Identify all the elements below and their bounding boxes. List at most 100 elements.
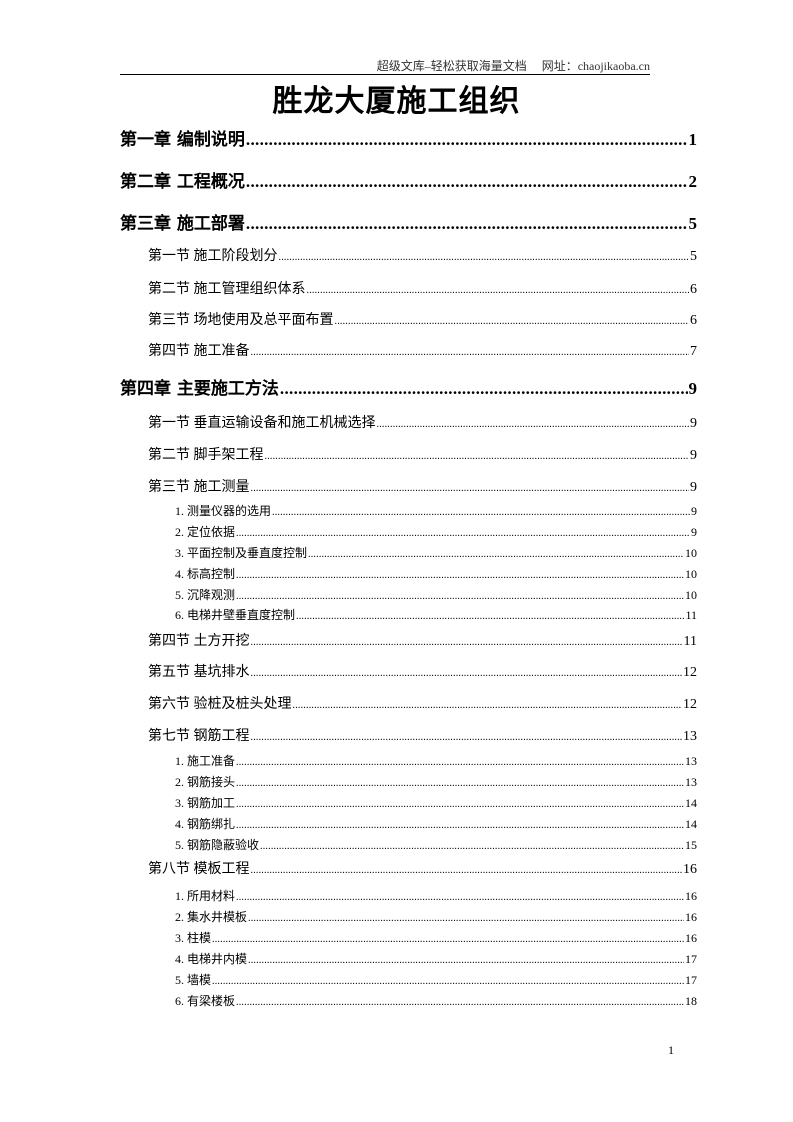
toc-entry-label: 第二节 脚手架工程 [148, 448, 264, 463]
toc-entry-page: 16 [683, 862, 697, 877]
toc-entry-label: 6. 电梯井壁垂直度控制 [175, 608, 296, 622]
toc-entry-label: 5. 沉降观测 [175, 588, 236, 602]
toc-entry-label: 第一章 编制说明 [120, 130, 245, 150]
toc-entry-label: 第二章 工程概况 [120, 172, 245, 192]
toc-entry[interactable]: 2. 定位依据 9 [175, 523, 697, 539]
toc-entry-page: 11 [683, 634, 697, 649]
toc-entry[interactable]: 第一节 施工阶段划分 5 [148, 245, 697, 265]
toc-entry-page: 9 [691, 504, 697, 518]
toc-entry[interactable]: 第三章 施工部署 5 [120, 209, 698, 234]
toc-entry[interactable]: 5. 钢筋隐蔽验收 15 [175, 836, 697, 852]
toc-entry[interactable]: 5. 沉降观测 10 [175, 586, 697, 602]
toc-entry-label: 第一节 施工阶段划分 [148, 249, 278, 264]
toc-entry[interactable]: 1. 所用材料 16 [175, 887, 697, 903]
toc-entry[interactable]: 4. 标高控制 10 [175, 565, 697, 581]
toc-entry[interactable]: 5. 墙模 17 [175, 971, 697, 987]
page-number: 1 [668, 1043, 674, 1057]
toc-entry[interactable]: 第七节 钢筋工程 13 [148, 725, 697, 745]
toc-entry-page: 12 [683, 665, 697, 680]
toc-leader-dots [236, 892, 684, 903]
toc-entry-page: 14 [685, 817, 697, 831]
toc-entry-page: 16 [685, 910, 697, 924]
toc-leader-dots [212, 934, 684, 945]
toc-entry-label: 6. 有梁楼板 [175, 994, 236, 1008]
toc-entry[interactable]: 3. 柱模 16 [175, 929, 697, 945]
toc-entry-page: 1 [688, 130, 698, 149]
toc-entry[interactable]: 3. 平面控制及垂直度控制 10 [175, 544, 697, 560]
toc-entry[interactable]: 第二章 工程概况 2 [120, 167, 698, 192]
toc-leader-dots [236, 799, 684, 810]
toc-entry-label: 2. 定位依据 [175, 525, 236, 539]
toc-leader-dots [236, 820, 684, 831]
toc-leader-dots [377, 419, 690, 430]
toc-entry-page: 12 [683, 697, 697, 712]
toc-entry[interactable]: 3. 钢筋加工 14 [175, 794, 697, 810]
toc-entry-label: 第四节 土方开挖 [148, 634, 250, 649]
toc-leader-dots [251, 637, 683, 648]
toc-entry-label: 1. 施工准备 [175, 754, 236, 768]
toc-entry[interactable]: 第一章 编制说明 1 [120, 125, 698, 150]
toc-entry-label: 1. 测量仪器的选用 [175, 504, 272, 518]
toc-leader-dots [308, 549, 684, 560]
toc-entry-page: 13 [685, 754, 697, 768]
toc-entry-label: 4. 标高控制 [175, 567, 236, 581]
toc-entry[interactable]: 4. 钢筋绑扎 14 [175, 815, 697, 831]
toc-leader-dots [251, 732, 683, 743]
toc-leader-dots [280, 379, 688, 399]
toc-entry[interactable]: 6. 电梯井壁垂直度控制 11 [175, 606, 697, 622]
toc-entry-label: 第一节 垂直运输设备和施工机械选择 [148, 416, 376, 431]
toc-entry-page: 10 [685, 567, 697, 581]
toc-leader-dots [246, 130, 688, 150]
toc-entry-page: 9 [691, 525, 697, 539]
toc-entry-page: 10 [685, 588, 697, 602]
toc-leader-dots [251, 668, 683, 679]
toc-entry[interactable]: 第六节 验桩及桩头处理 12 [148, 693, 697, 713]
document-title: 胜龙大厦施工组织 [272, 84, 521, 119]
toc-entry-page: 5 [688, 214, 698, 233]
toc-entry-page: 17 [685, 952, 697, 966]
toc-leader-dots [246, 172, 688, 192]
toc-leader-dots [236, 591, 684, 602]
toc-entry-label: 1. 所用材料 [175, 889, 236, 903]
toc-leader-dots [246, 214, 688, 234]
toc-leader-dots [236, 570, 684, 581]
toc-leader-dots [279, 252, 690, 263]
toc-entry-label: 第三章 施工部署 [120, 214, 245, 234]
toc-entry-label: 第六节 验桩及桩头处理 [148, 697, 292, 712]
toc-entry-page: 14 [685, 796, 697, 810]
toc-leader-dots [251, 483, 690, 494]
toc-entry[interactable]: 2. 钢筋接头 13 [175, 773, 697, 789]
toc-leader-dots [251, 865, 683, 876]
toc-entry[interactable]: 6. 有梁楼板 18 [175, 992, 697, 1008]
toc-entry[interactable]: 1. 测量仪器的选用 9 [175, 502, 697, 518]
toc-leader-dots [260, 841, 684, 852]
toc-entry[interactable]: 第四节 土方开挖 11 [148, 630, 697, 650]
toc-entry-page: 2 [688, 172, 698, 191]
toc-entry-page: 10 [685, 546, 697, 560]
toc-entry[interactable]: 第三节 场地使用及总平面布置 6 [148, 309, 697, 329]
toc-entry[interactable]: 第四章 主要施工方法 9 [120, 374, 697, 399]
toc-entry[interactable]: 1. 施工准备 13 [175, 752, 697, 768]
toc-entry-page: 9 [690, 416, 697, 431]
toc-entry-label: 5. 墙模 [175, 973, 212, 987]
toc-entry-label: 3. 平面控制及垂直度控制 [175, 546, 308, 560]
toc-entry-page: 6 [690, 313, 697, 328]
toc-entry[interactable]: 第三节 施工测量 9 [148, 476, 697, 496]
toc-entry-label: 第二节 施工管理组织体系 [148, 282, 306, 297]
toc-entry[interactable]: 第四节 施工准备 7 [148, 340, 697, 360]
toc-entry-label: 第八节 模板工程 [148, 862, 250, 877]
toc-entry-label: 4. 电梯井内模 [175, 952, 248, 966]
toc-entry[interactable]: 第二节 施工管理组织体系 6 [148, 278, 697, 298]
toc-entry[interactable]: 第一节 垂直运输设备和施工机械选择 9 [148, 412, 697, 432]
toc-entry[interactable]: 第二节 脚手架工程 9 [148, 444, 697, 464]
toc-leader-dots [236, 528, 690, 539]
toc-entry-page: 9 [690, 480, 697, 495]
toc-entry-page: 9 [690, 448, 697, 463]
toc-entry[interactable]: 第五节 基坑排水 12 [148, 661, 697, 681]
toc-entry-label: 第三节 施工测量 [148, 480, 250, 495]
toc-leader-dots [236, 997, 684, 1008]
toc-entry[interactable]: 2. 集水井模板 16 [175, 908, 697, 924]
toc-entry[interactable]: 第八节 模板工程 16 [148, 858, 697, 878]
toc-entry[interactable]: 4. 电梯井内模 17 [175, 950, 697, 966]
toc-leader-dots [265, 451, 690, 462]
